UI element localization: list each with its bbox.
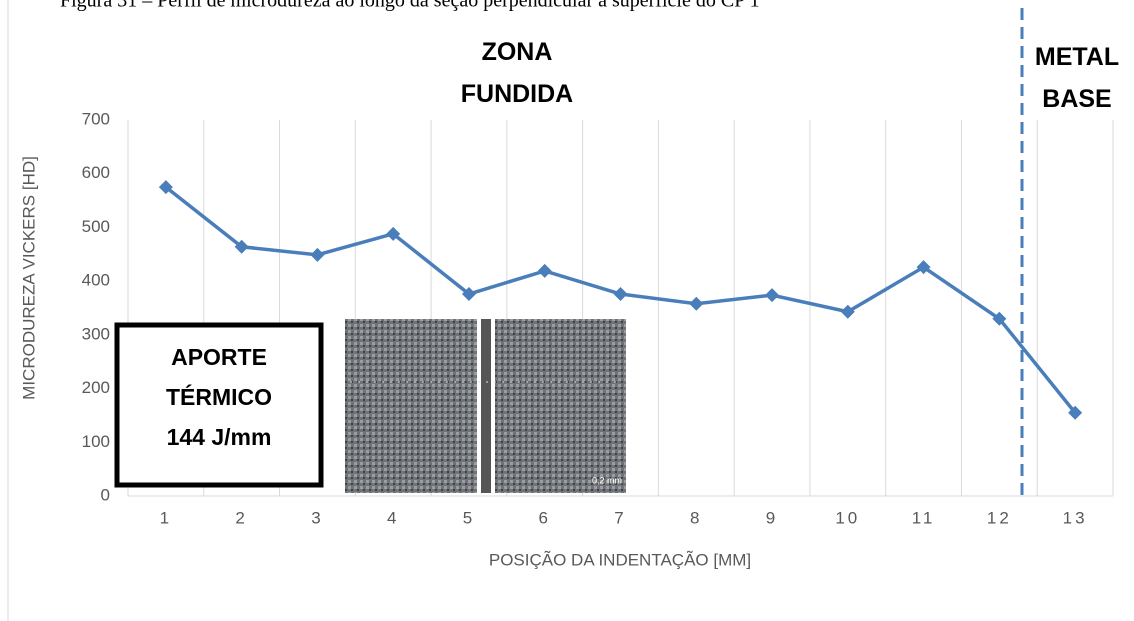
- scale-label: 0,2 mm: [592, 475, 622, 485]
- y-tick-label: 0: [101, 485, 110, 504]
- point-marker: [461, 287, 476, 302]
- point-marker: [537, 263, 552, 278]
- point-marker: [916, 260, 931, 275]
- annotation: METAL BASE: [1035, 43, 1119, 113]
- annotation-box: [114, 322, 324, 488]
- point-marker: [158, 180, 173, 195]
- x-tick-label: 3: [311, 508, 323, 527]
- x-tick-label: 11: [912, 508, 936, 527]
- annotation: ZONA FUNDIDA: [461, 38, 574, 108]
- point-marker: [992, 311, 1007, 326]
- x-tick-label: 1: [160, 508, 172, 527]
- x-tick-label: 7: [614, 508, 626, 527]
- y-tick-label: 100: [82, 432, 110, 451]
- point-marker: [840, 304, 855, 319]
- annotation: APORTE TÉRMICO 144 J/mm: [166, 344, 272, 450]
- point-marker: [1068, 405, 1083, 420]
- y-tick-label: 400: [82, 271, 110, 290]
- x-tick-label: 12: [987, 508, 1012, 527]
- x-tick-label: 4: [387, 508, 399, 527]
- point-marker: [765, 288, 780, 303]
- point-marker: [234, 239, 249, 254]
- x-tick-label: 6: [538, 508, 550, 527]
- point-marker: [689, 296, 704, 311]
- point-marker: [386, 226, 401, 241]
- x-tick-label: 5: [463, 508, 475, 527]
- y-axis-title: MICRODUREZA VICKERS [HD]: [19, 156, 38, 400]
- point-marker: [310, 247, 325, 262]
- x-tick-label: 9: [766, 508, 778, 527]
- x-tick-label: 2: [235, 508, 247, 527]
- micrograph-indent-strip: [481, 319, 491, 493]
- point-marker: [613, 287, 628, 302]
- y-tick-label: 600: [82, 163, 110, 182]
- y-tick-label: 300: [82, 324, 110, 343]
- x-axis-title: POSIÇÃO DA INDENTAÇÃO [MM]: [489, 550, 751, 569]
- x-tick-label: 8: [690, 508, 702, 527]
- micrograph: 0,2 mm: [345, 319, 626, 493]
- y-tick-label: 200: [82, 378, 110, 397]
- x-tick-label: 13: [1063, 508, 1088, 527]
- x-tick-label: 10: [835, 508, 860, 527]
- y-tick-label: 500: [82, 217, 110, 236]
- grid: [127, 120, 1114, 496]
- caption: Figura 31 – Perfil de microdureza ao lon…: [60, 0, 760, 12]
- y-tick-label: 700: [82, 109, 110, 128]
